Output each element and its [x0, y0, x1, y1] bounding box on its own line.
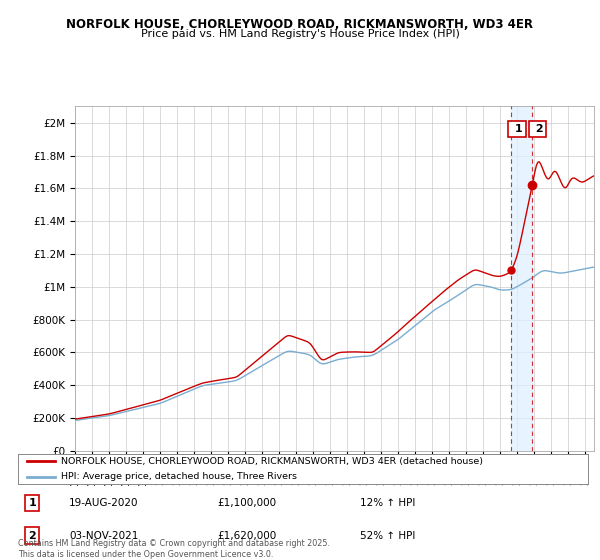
Text: NORFOLK HOUSE, CHORLEYWOOD ROAD, RICKMANSWORTH, WD3 4ER: NORFOLK HOUSE, CHORLEYWOOD ROAD, RICKMAN…	[67, 18, 533, 31]
Text: NORFOLK HOUSE, CHORLEYWOOD ROAD, RICKMANSWORTH, WD3 4ER (detached house): NORFOLK HOUSE, CHORLEYWOOD ROAD, RICKMAN…	[61, 457, 483, 466]
Bar	[511, 106, 532, 451]
Text: 2: 2	[28, 530, 36, 540]
Text: 52% ↑ HPI: 52% ↑ HPI	[360, 530, 415, 540]
Text: HPI: Average price, detached house, Three Rivers: HPI: Average price, detached house, Thre…	[61, 472, 297, 481]
Text: 2: 2	[532, 124, 544, 134]
Text: 19-AUG-2020: 19-AUG-2020	[70, 498, 139, 508]
Text: 1: 1	[28, 498, 36, 508]
Text: £1,100,000: £1,100,000	[218, 498, 277, 508]
Text: 1: 1	[511, 124, 523, 134]
Text: £1,620,000: £1,620,000	[218, 530, 277, 540]
Text: Price paid vs. HM Land Registry's House Price Index (HPI): Price paid vs. HM Land Registry's House …	[140, 29, 460, 39]
Text: Contains HM Land Registry data © Crown copyright and database right 2025.
This d: Contains HM Land Registry data © Crown c…	[18, 539, 330, 559]
Text: 12% ↑ HPI: 12% ↑ HPI	[360, 498, 415, 508]
Text: 03-NOV-2021: 03-NOV-2021	[70, 530, 139, 540]
